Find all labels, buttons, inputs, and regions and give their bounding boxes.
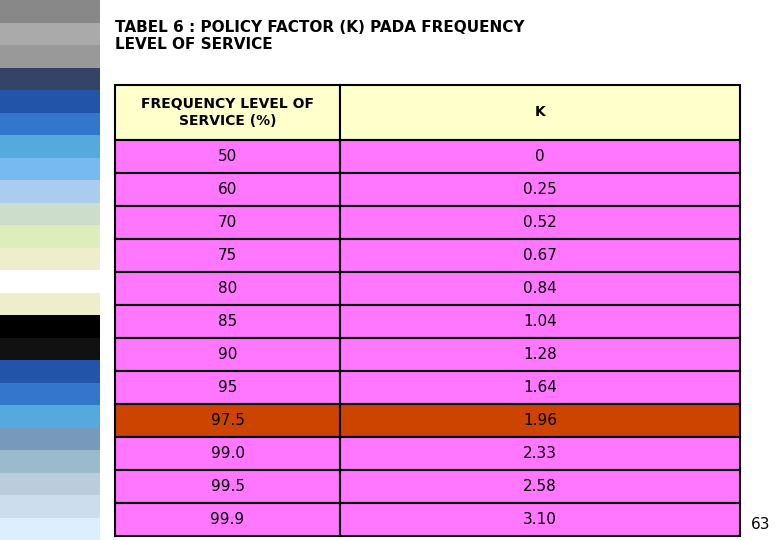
Text: 90: 90 bbox=[218, 347, 237, 362]
Bar bbox=[115, 272, 340, 305]
Bar bbox=[0, 90, 100, 112]
Text: 70: 70 bbox=[218, 215, 237, 230]
Bar bbox=[115, 404, 340, 437]
Bar bbox=[340, 305, 740, 338]
Text: 63: 63 bbox=[750, 517, 770, 532]
Bar bbox=[0, 68, 100, 90]
Bar bbox=[340, 206, 740, 239]
Text: FREQUENCY LEVEL OF
SERVICE (%): FREQUENCY LEVEL OF SERVICE (%) bbox=[141, 97, 314, 127]
Bar bbox=[115, 338, 340, 371]
Bar bbox=[115, 305, 340, 338]
Bar bbox=[340, 470, 740, 503]
Bar bbox=[0, 517, 100, 540]
Text: 60: 60 bbox=[218, 182, 237, 197]
Bar bbox=[0, 382, 100, 405]
Bar bbox=[0, 112, 100, 135]
Text: 0: 0 bbox=[535, 149, 544, 164]
Bar bbox=[115, 85, 340, 140]
Text: 85: 85 bbox=[218, 314, 237, 329]
Bar bbox=[340, 85, 740, 140]
Bar bbox=[0, 472, 100, 495]
Bar bbox=[0, 0, 100, 23]
Bar bbox=[0, 405, 100, 428]
Text: 80: 80 bbox=[218, 281, 237, 296]
Bar bbox=[340, 338, 740, 371]
Bar bbox=[115, 173, 340, 206]
Text: 0.84: 0.84 bbox=[523, 281, 557, 296]
Bar bbox=[115, 437, 340, 470]
Bar bbox=[340, 404, 740, 437]
Text: 97.5: 97.5 bbox=[211, 413, 244, 428]
Text: 50: 50 bbox=[218, 149, 237, 164]
Bar bbox=[0, 225, 100, 247]
Bar bbox=[0, 450, 100, 472]
Bar bbox=[115, 371, 340, 404]
Bar bbox=[0, 23, 100, 45]
Bar bbox=[0, 315, 100, 338]
Bar bbox=[0, 270, 100, 293]
Bar bbox=[0, 293, 100, 315]
Bar bbox=[0, 45, 100, 68]
Text: 99.5: 99.5 bbox=[211, 479, 244, 494]
Bar bbox=[115, 470, 340, 503]
Bar bbox=[340, 272, 740, 305]
Bar bbox=[0, 158, 100, 180]
Text: 2.33: 2.33 bbox=[523, 446, 557, 461]
Text: 99.0: 99.0 bbox=[211, 446, 244, 461]
Bar bbox=[340, 437, 740, 470]
Text: TABEL 6 : POLICY FACTOR (K) PADA FREQUENCY
LEVEL OF SERVICE: TABEL 6 : POLICY FACTOR (K) PADA FREQUEN… bbox=[115, 20, 524, 52]
Bar bbox=[0, 360, 100, 382]
Bar bbox=[115, 503, 340, 536]
Bar bbox=[340, 371, 740, 404]
Text: 0.67: 0.67 bbox=[523, 248, 557, 263]
Bar bbox=[0, 247, 100, 270]
Bar bbox=[0, 495, 100, 517]
Bar bbox=[115, 206, 340, 239]
Bar bbox=[0, 338, 100, 360]
Bar bbox=[340, 239, 740, 272]
Bar bbox=[0, 202, 100, 225]
Bar bbox=[0, 135, 100, 158]
Bar bbox=[115, 239, 340, 272]
Bar bbox=[340, 140, 740, 173]
Text: 0.52: 0.52 bbox=[523, 215, 557, 230]
Text: 99.9: 99.9 bbox=[211, 512, 245, 527]
Bar bbox=[0, 180, 100, 202]
Text: 0.25: 0.25 bbox=[523, 182, 557, 197]
Bar bbox=[340, 503, 740, 536]
Text: 1.04: 1.04 bbox=[523, 314, 557, 329]
Bar bbox=[0, 428, 100, 450]
Bar bbox=[115, 140, 340, 173]
Text: 1.96: 1.96 bbox=[523, 413, 557, 428]
Text: 1.28: 1.28 bbox=[523, 347, 557, 362]
Text: 1.64: 1.64 bbox=[523, 380, 557, 395]
Text: 95: 95 bbox=[218, 380, 237, 395]
Text: 75: 75 bbox=[218, 248, 237, 263]
Text: 2.58: 2.58 bbox=[523, 479, 557, 494]
Text: K: K bbox=[534, 105, 545, 119]
Bar bbox=[340, 173, 740, 206]
Text: 3.10: 3.10 bbox=[523, 512, 557, 527]
